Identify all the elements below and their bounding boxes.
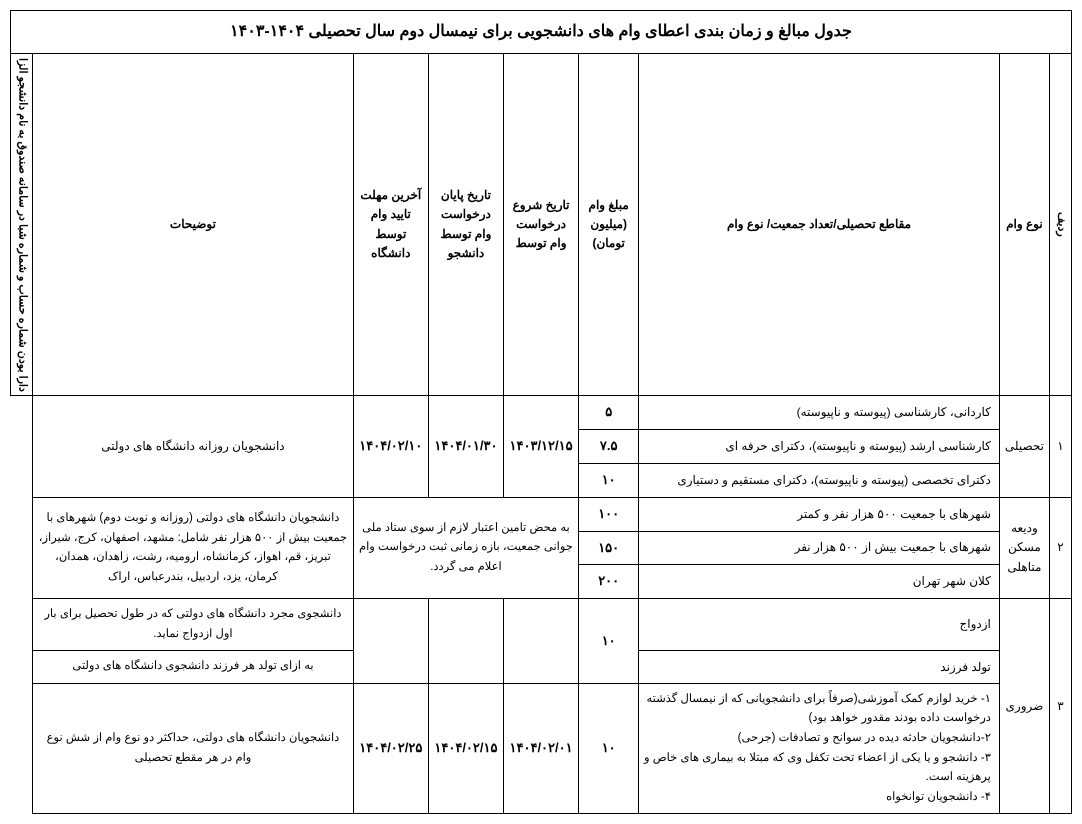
r1-end: ۱۴۰۴/۰۱/۳۰	[428, 396, 503, 497]
loan-table: جدول مبالغ و زمان بندی اعطای وام های دان…	[10, 10, 1072, 814]
r2-type: ودیعه مسکن متاهلی	[999, 497, 1049, 598]
r2a-level: شهرهای با جمعیت ۵۰۰ هزار نفر و کمتر	[639, 497, 1000, 531]
r2a-amt: ۱۰۰	[579, 497, 639, 531]
r1a-level: کاردانی، کارشناسی (پیوسته و ناپیوسته)	[639, 396, 1000, 430]
r1-desc: دانشجویان روزانه دانشگاه های دولتی	[33, 396, 354, 497]
r3c-start: ۱۴۰۴/۰۲/۰۱	[504, 683, 579, 813]
r1b-level: کارشناسی ارشد (پیوسته و ناپیوسته)، دکترا…	[639, 430, 1000, 464]
r3c-end: ۱۴۰۴/۰۲/۱۵	[428, 683, 503, 813]
r1-type: تحصیلی	[999, 396, 1049, 497]
r3c-level: ۱- خرید لوازم کمک آموزشی(صرفاً برای دانش…	[639, 683, 1000, 813]
r3a-desc: دانشجوی مجرد دانشگاه های دولتی که در طول…	[33, 599, 354, 651]
r1a-amt: ۵	[579, 396, 639, 430]
r1c-level: دکترای تخصصی (پیوسته و ناپیوسته)، دکترای…	[639, 464, 1000, 498]
r3ab-start	[504, 599, 579, 684]
r2-desc: دانشجویان دانشگاه های دولتی (روزانه و نو…	[33, 497, 354, 598]
r2-dates: به محض تامین اعتبار لازم از سوی ستاد ملی…	[353, 497, 578, 598]
r3a-amt: ۱۰	[579, 599, 639, 684]
r2b-amt: ۱۵۰	[579, 531, 639, 565]
table-title: جدول مبالغ و زمان بندی اعطای وام های دان…	[11, 11, 1072, 54]
col-radif: ردیف	[1049, 53, 1071, 396]
r3b-level: تولد فرزند	[639, 651, 1000, 684]
r3c-desc: دانشجویان دانشگاه های دولتی، حداکثر دو ن…	[33, 683, 354, 813]
r1-no: ۱	[1049, 396, 1071, 497]
col-desc: توضیحات	[33, 53, 354, 396]
col-amount: مبلغ وام (میلیون تومان)	[579, 53, 639, 396]
r1c-amt: ۱۰	[579, 464, 639, 498]
r3a-level: ازدواج	[639, 599, 1000, 651]
r3ab-end	[428, 599, 503, 684]
r2b-level: شهرهای با جمعیت بیش از ۵۰۰ هزار نفر	[639, 531, 1000, 565]
col-type: نوع وام	[999, 53, 1049, 396]
col-deadline: آخرین مهلت تایید وام توسط دانشگاه	[353, 53, 428, 396]
r2c-amt: ۲۰۰	[579, 565, 639, 599]
r2-no: ۲	[1049, 497, 1071, 598]
r3c-amt: ۱۰	[579, 683, 639, 813]
col-start: تاریخ شروع درخواست وام توسط	[504, 53, 579, 396]
r2c-level: کلان شهر تهران	[639, 565, 1000, 599]
r3-type: ضروری	[999, 599, 1049, 814]
r3c-deadline: ۱۴۰۴/۰۲/۲۵	[353, 683, 428, 813]
r3-no: ۳	[1049, 599, 1071, 814]
r3b-desc: به ازای تولد هر فرزند دانشجوی دانشگاه ها…	[33, 651, 354, 684]
r3ab-deadline	[353, 599, 428, 684]
sidebar-note: دارا بودن شماره حساب و شماره شبا در ساما…	[11, 53, 33, 396]
r1b-amt: ۷.۵	[579, 430, 639, 464]
col-end: تاریخ پایان درخواست وام توسط دانشجو	[428, 53, 503, 396]
r1-deadline: ۱۴۰۴/۰۲/۱۰	[353, 396, 428, 497]
col-level: مقاطع تحصیلی/تعداد جمعیت/ نوع وام	[639, 53, 1000, 396]
r1-start: ۱۴۰۳/۱۲/۱۵	[504, 396, 579, 497]
